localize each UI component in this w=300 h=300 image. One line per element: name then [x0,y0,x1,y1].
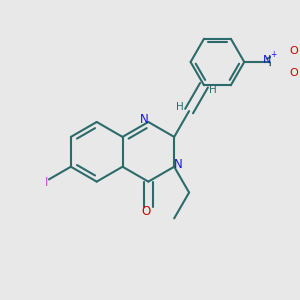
Text: O: O [290,46,298,56]
Text: N: N [140,113,149,126]
Text: N: N [263,55,271,65]
Text: N: N [173,158,182,171]
Text: H: H [209,85,217,95]
Text: +: + [270,50,276,59]
Text: O: O [290,68,298,78]
Text: O: O [141,205,150,218]
Text: I: I [44,176,48,189]
Text: H: H [176,102,184,112]
Text: −: − [299,68,300,77]
